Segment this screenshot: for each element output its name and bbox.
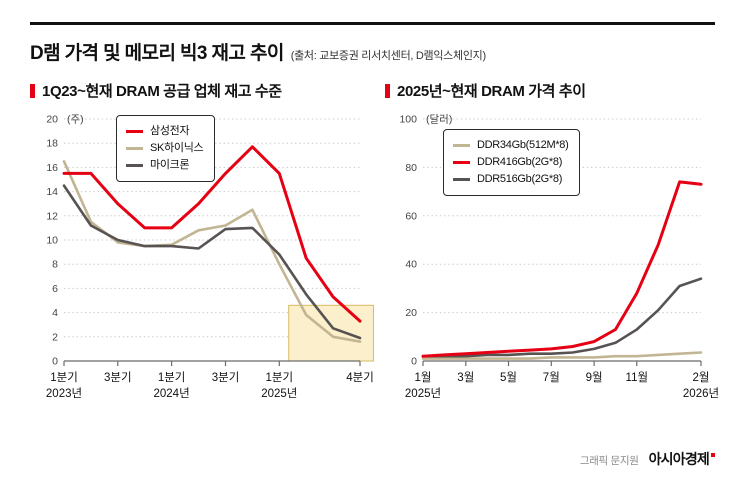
- legend-item-ddr5: DDR516Gb(2G*8): [453, 171, 568, 188]
- svg-text:7월: 7월: [543, 371, 560, 384]
- page-title: D램 가격 및 메모리 빅3 재고 추이: [30, 43, 284, 64]
- svg-text:0: 0: [411, 356, 417, 368]
- inventory-chart-area: 0 2 4 6 8 10 12 14 16 18 20 (주) 1분기 2023년 3분기 1분기 2024년 3…: [30, 107, 380, 407]
- svg-text:3분기: 3분기: [212, 371, 240, 384]
- svg-text:2026년: 2026년: [683, 387, 719, 400]
- svg-text:14: 14: [46, 186, 58, 198]
- price-chart-title-text: 2025년~현재 DRAM 가격 추이: [397, 83, 586, 100]
- svg-text:2월: 2월: [693, 371, 710, 384]
- svg-text:5월: 5월: [500, 371, 517, 384]
- legend-item-skhynix: SK하이닉스: [126, 140, 204, 157]
- svg-text:3월: 3월: [457, 371, 474, 384]
- price-chart-area: 0 20 40 60 80 100 (달러) 1월 2025년 3월 5월 7월 9월 11월 2월 2026…: [385, 107, 719, 407]
- svg-text:11월: 11월: [626, 371, 649, 384]
- skhynix-line-swatch-icon: [126, 147, 143, 151]
- price-line-chart: 0 20 40 60 80 100 (달러) 1월 2025년 3월 5월 7월 9월 11월 2월 2026…: [399, 114, 719, 401]
- svg-text:20: 20: [405, 307, 417, 319]
- legend-label-skhynix: SK하이닉스: [150, 142, 204, 155]
- svg-text:8: 8: [52, 259, 58, 271]
- svg-text:10: 10: [46, 235, 58, 247]
- brand-mark-icon: [711, 453, 715, 457]
- svg-text:18: 18: [46, 138, 58, 150]
- svg-text:60: 60: [405, 210, 417, 222]
- svg-text:2023년: 2023년: [46, 387, 82, 400]
- svg-text:4분기: 4분기: [346, 371, 374, 384]
- inventory-chart-title-text: 1Q23~현재 DRAM 공급 업체 재고 수준: [42, 83, 282, 100]
- svg-text:(달러): (달러): [426, 114, 452, 126]
- ddr4-line-swatch-icon: [453, 161, 470, 165]
- svg-text:40: 40: [405, 259, 417, 271]
- svg-text:2: 2: [52, 331, 58, 343]
- legend-label-samsung: 삼성전자: [150, 125, 190, 137]
- legend-item-ddr4: DDR416Gb(2G*8): [453, 154, 568, 171]
- svg-text:12: 12: [46, 210, 58, 222]
- charts-row: 1Q23~현재 DRAM 공급 업체 재고 수준 0 2 4 6 8 10 12 14 16 18…: [30, 80, 719, 407]
- svg-text:1분기: 1분기: [266, 371, 294, 384]
- legend-item-micron: 마이크론: [126, 157, 203, 174]
- svg-text:100: 100: [399, 114, 417, 126]
- inventory-chart-title: 1Q23~현재 DRAM 공급 업체 재고 수준: [30, 80, 380, 101]
- svg-text:9월: 9월: [586, 371, 603, 384]
- micron-line-swatch-icon: [126, 164, 143, 168]
- inventory-chart-panel: 1Q23~현재 DRAM 공급 업체 재고 수준 0 2 4 6 8 10 12 14 16 18…: [30, 80, 380, 407]
- svg-text:3분기: 3분기: [104, 371, 132, 384]
- legend-label-micron: 마이크론: [150, 159, 190, 172]
- credit-text: 그래픽 문지원: [579, 455, 639, 467]
- svg-text:16: 16: [46, 162, 58, 174]
- svg-text:1월: 1월: [415, 371, 432, 384]
- svg-text:1분기: 1분기: [50, 371, 78, 384]
- svg-text:1분기: 1분기: [158, 371, 186, 384]
- footer: 그래픽 문지원 아시아경제: [580, 449, 715, 469]
- ddr5-line-swatch-icon: [453, 178, 470, 182]
- brand-logo: 아시아경제: [648, 451, 710, 467]
- legend-item-ddr3: DDR34Gb(512M*8): [453, 137, 569, 154]
- legend-label-ddr3: DDR34Gb(512M*8): [477, 139, 569, 151]
- svg-text:4: 4: [52, 307, 58, 319]
- legend-label-ddr4: DDR416Gb(2G*8): [477, 156, 563, 169]
- legend-item-samsung: 삼성전자: [126, 123, 203, 140]
- red-bullet-icon: [30, 83, 35, 98]
- ddr3-line-swatch-icon: [453, 144, 470, 148]
- svg-text:2025년: 2025년: [261, 387, 297, 400]
- svg-text:0: 0: [52, 356, 58, 368]
- price-chart-panel: 2025년~현재 DRAM 가격 추이 0 20 40 60 80 100 (달러) 1월 20…: [385, 80, 719, 407]
- samsung-line-swatch-icon: [126, 130, 143, 134]
- source-note: (출처: 교보증권 리서치센터, D램익스체인지): [290, 50, 486, 62]
- price-legend: DDR34Gb(512M*8) DDR416Gb(2G*8) DDR516Gb(…: [443, 129, 581, 197]
- inventory-legend: 삼성전자 SK하이닉스 마이크론: [116, 115, 216, 183]
- legend-label-ddr5: DDR516Gb(2G*8): [477, 173, 563, 186]
- red-bullet-icon: [385, 83, 390, 98]
- top-rule: [30, 22, 715, 25]
- svg-text:2024년: 2024년: [154, 387, 190, 400]
- svg-text:(주): (주): [67, 114, 84, 126]
- svg-text:20: 20: [46, 114, 58, 126]
- svg-text:2025년: 2025년: [405, 387, 441, 400]
- svg-text:6: 6: [52, 283, 58, 295]
- price-chart-title: 2025년~현재 DRAM 가격 추이: [385, 80, 715, 101]
- header: D램 가격 및 메모리 빅3 재고 추이 (출처: 교보증권 리서치센터, D램…: [30, 38, 715, 65]
- svg-text:80: 80: [405, 162, 417, 174]
